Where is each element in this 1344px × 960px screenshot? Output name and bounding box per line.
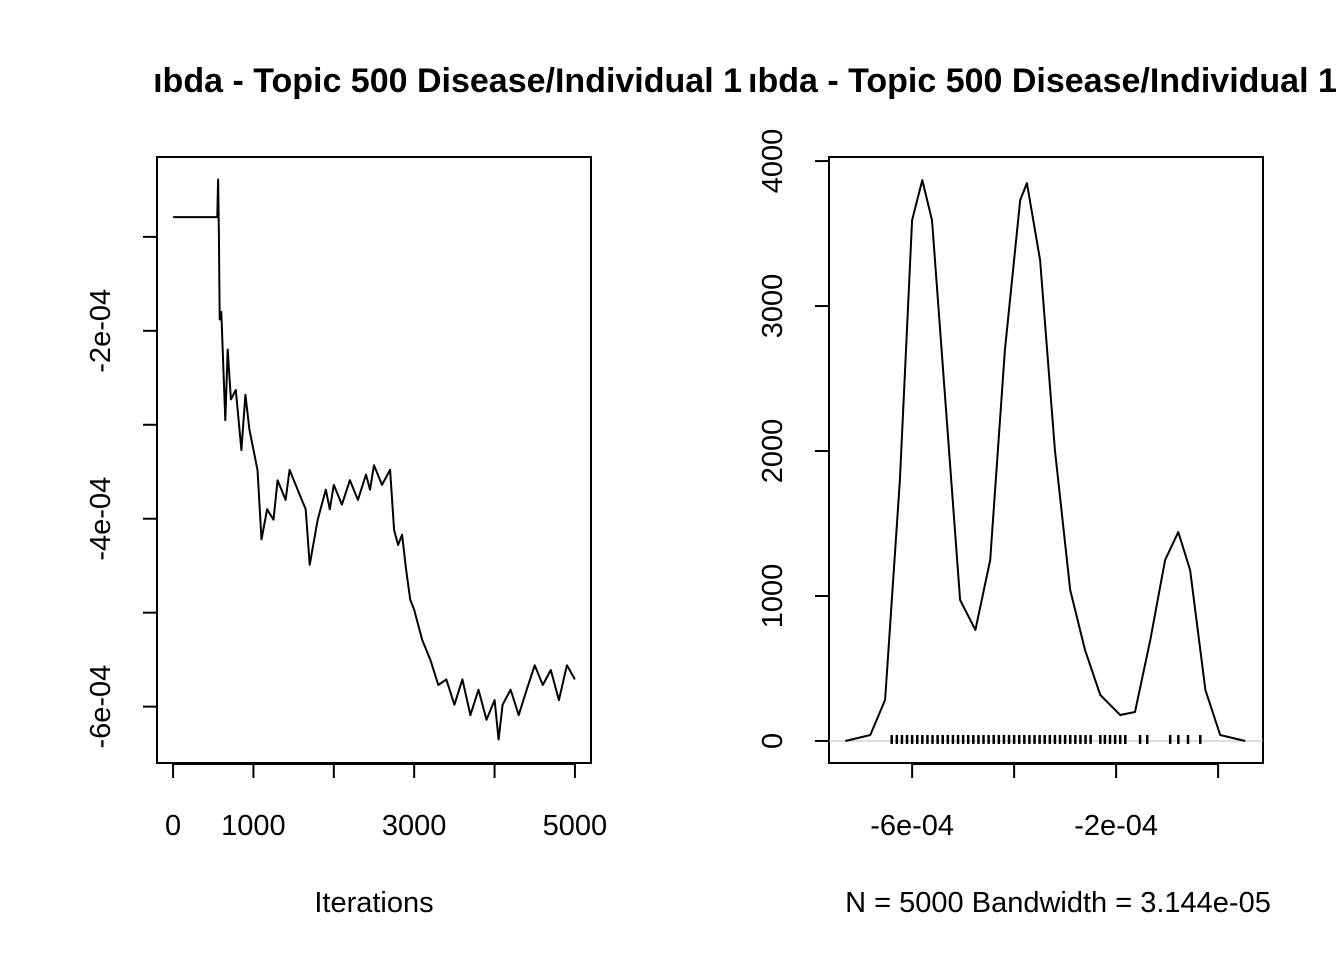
y-tick-label: 0	[757, 733, 789, 749]
x-axis-label: N = 5000 Bandwidth = 3.144e-05	[845, 887, 1271, 919]
x-tick-label: 5000	[543, 810, 608, 842]
density-line	[845, 179, 1246, 742]
plot-frame	[156, 156, 592, 764]
x-axis-label: Iterations	[314, 887, 433, 919]
y-tick-label: -4e-04	[85, 477, 117, 561]
x-tick-label: 1000	[221, 810, 286, 842]
x-tick-label: -2e-04	[1074, 810, 1158, 842]
y-tick-label: 4000	[757, 129, 789, 194]
y-tick-label: -6e-04	[85, 665, 117, 749]
trace-line	[173, 178, 576, 741]
y-tick-label: 2000	[757, 419, 789, 484]
x-tick-label: 3000	[382, 810, 447, 842]
x-tick-label: -6e-04	[870, 810, 954, 842]
y-tick-label: 1000	[757, 564, 789, 629]
y-tick-label: -2e-04	[85, 289, 117, 373]
plot-frame	[828, 156, 1264, 764]
chart-title: ıbda - Topic 500 Disease/Individual 1	[153, 62, 742, 100]
y-tick-label: 3000	[757, 274, 789, 339]
x-tick-label: 0	[165, 810, 181, 842]
chart-title: ıbda - Topic 500 Disease/Individual 1	[748, 62, 1337, 100]
